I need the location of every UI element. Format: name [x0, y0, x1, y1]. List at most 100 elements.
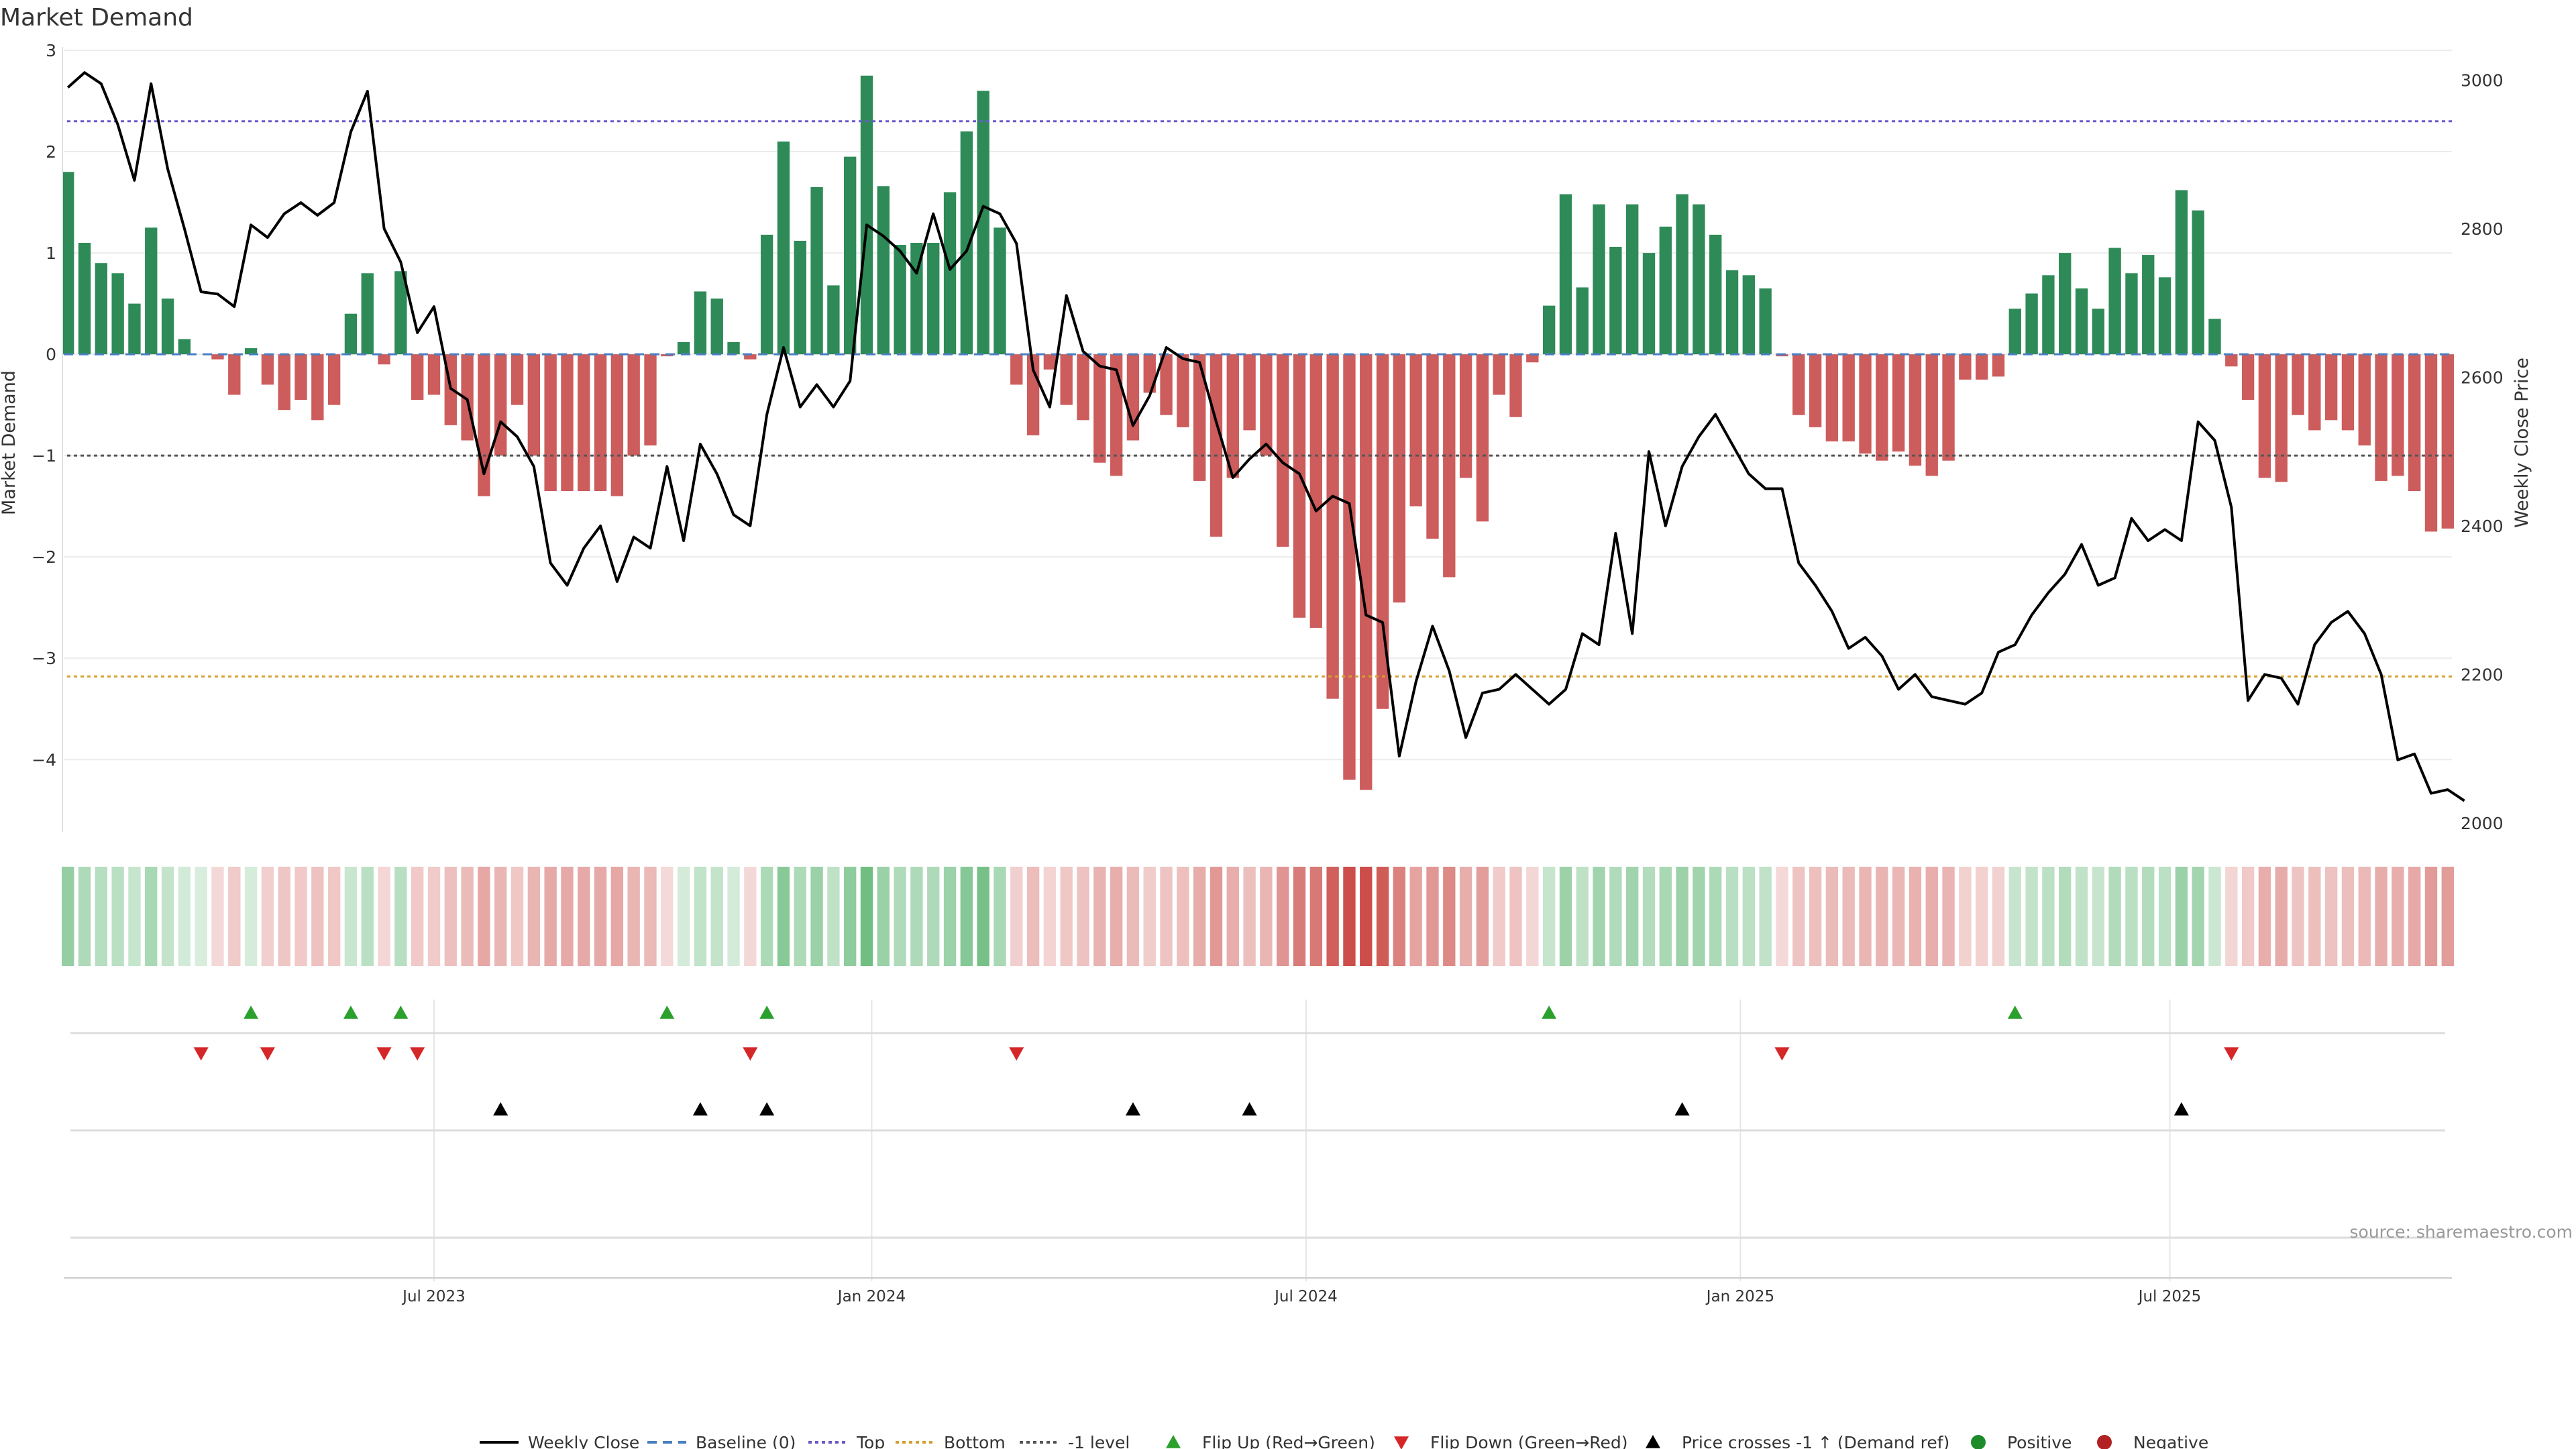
heat-cell	[860, 867, 873, 966]
heat-cell	[2059, 867, 2072, 966]
left-axis-label: Market Demand	[0, 370, 19, 515]
flip-up-marker	[659, 1006, 675, 1019]
flip-up-marker	[1542, 1006, 1557, 1019]
negative-bar	[594, 354, 607, 492]
heat-cell	[2341, 867, 2355, 966]
positive-bar	[1609, 247, 1622, 355]
positive-bar	[2075, 288, 2088, 355]
right-tick-label: 2600	[2461, 368, 2504, 387]
heat-cell	[1559, 867, 1572, 966]
positive-bar	[361, 273, 374, 355]
negative-bar	[2392, 354, 2404, 476]
flip-down-marker	[2224, 1047, 2239, 1061]
heat-cell	[1243, 867, 1256, 966]
heat-cell	[877, 867, 890, 966]
negative-bar	[1193, 354, 1206, 481]
heat-cell	[827, 867, 840, 966]
negative-bar	[1260, 354, 1273, 456]
heat-cell	[128, 867, 141, 966]
chart-title: Market Demand	[0, 4, 193, 32]
x-tick-label: Jul 2023	[401, 1288, 466, 1305]
heat-cell	[1725, 867, 1739, 966]
heat-cell	[2441, 867, 2454, 966]
negative-bar	[1343, 354, 1356, 780]
x-tick-label: Jul 2024	[1273, 1288, 1338, 1305]
heat-cell	[1759, 867, 1772, 966]
negative-bar	[1210, 354, 1223, 537]
weekly-close-series	[66, 71, 2465, 802]
heat-cell	[1260, 867, 1273, 966]
positive-bar	[1725, 270, 1739, 355]
right-tick-label: 2000	[2461, 814, 2504, 833]
heat-cell	[1110, 867, 1123, 966]
heat-cell	[610, 867, 624, 966]
negative-bar	[1459, 354, 1472, 478]
negative-bar	[2308, 354, 2321, 431]
heat-cell	[461, 867, 474, 966]
left-tick-label: −3	[32, 649, 56, 668]
heat-cell	[2092, 867, 2105, 966]
negative-bar	[1093, 354, 1106, 463]
heat-cell	[1010, 867, 1023, 966]
heat-cell	[2392, 867, 2404, 966]
negative-bar	[661, 354, 674, 357]
left-tick-label: 0	[46, 345, 56, 364]
heat-cell	[1909, 867, 1922, 966]
positive-bar	[844, 156, 857, 355]
negative-bar	[2341, 354, 2355, 431]
positive-bar	[78, 242, 91, 355]
negative-bar	[1443, 354, 1456, 578]
flip-down-marker	[1774, 1047, 1790, 1061]
positive-bar	[2208, 319, 2221, 355]
negative-bar	[1409, 354, 1422, 506]
negative-bar	[1293, 354, 1306, 618]
negative-bar	[1476, 354, 1489, 522]
heat-cell	[894, 867, 906, 966]
negative-bar	[278, 354, 290, 411]
heat-cell	[1393, 867, 1406, 966]
negative-bar	[644, 354, 657, 446]
positive-bar	[244, 348, 258, 355]
heat-cell	[2275, 867, 2288, 966]
heat-cell	[744, 867, 757, 966]
negative-bar	[411, 354, 424, 400]
heat-cell	[1376, 867, 1389, 966]
legend-label: Top	[856, 1433, 885, 1449]
heat-cell	[1859, 867, 1872, 966]
heat-cell	[694, 867, 707, 966]
left-tick-label: −4	[32, 750, 56, 769]
negative-bar	[1859, 354, 1872, 454]
left-tick-label: −1	[32, 446, 56, 466]
event-markers	[193, 1006, 2239, 1116]
negative-bar	[527, 354, 541, 456]
negative-bar	[1925, 354, 1938, 476]
negative-bar	[1975, 354, 1988, 380]
negative-bar	[1526, 354, 1539, 363]
legend-down-triangle	[1394, 1436, 1409, 1449]
heat-cell	[1043, 867, 1057, 966]
positive-bar	[960, 131, 973, 355]
heat-cell	[677, 867, 690, 966]
x-tick-label: Jan 2024	[837, 1288, 906, 1305]
heat-cell	[810, 867, 823, 966]
heat-cell	[1060, 867, 1073, 966]
negative-bar	[1876, 354, 1888, 461]
heat-cell	[2042, 867, 2055, 966]
price-cross-marker	[692, 1102, 708, 1116]
negative-bar	[511, 354, 524, 405]
negative-bar	[744, 354, 757, 360]
heat-cell	[2008, 867, 2021, 966]
heat-cell	[394, 867, 407, 966]
negative-bar	[1426, 354, 1439, 539]
positive-bar	[2192, 210, 2204, 355]
positive-bar	[777, 141, 790, 355]
positive-bar	[727, 341, 740, 355]
negative-bar	[1809, 354, 1822, 427]
heat-cell	[2025, 867, 2038, 966]
heat-cell	[2108, 867, 2121, 966]
positive-bar	[943, 192, 957, 355]
heat-cell	[294, 867, 307, 966]
heat-cell	[1077, 867, 1089, 966]
negative-bar	[1326, 354, 1339, 699]
heat-cell	[594, 867, 607, 966]
